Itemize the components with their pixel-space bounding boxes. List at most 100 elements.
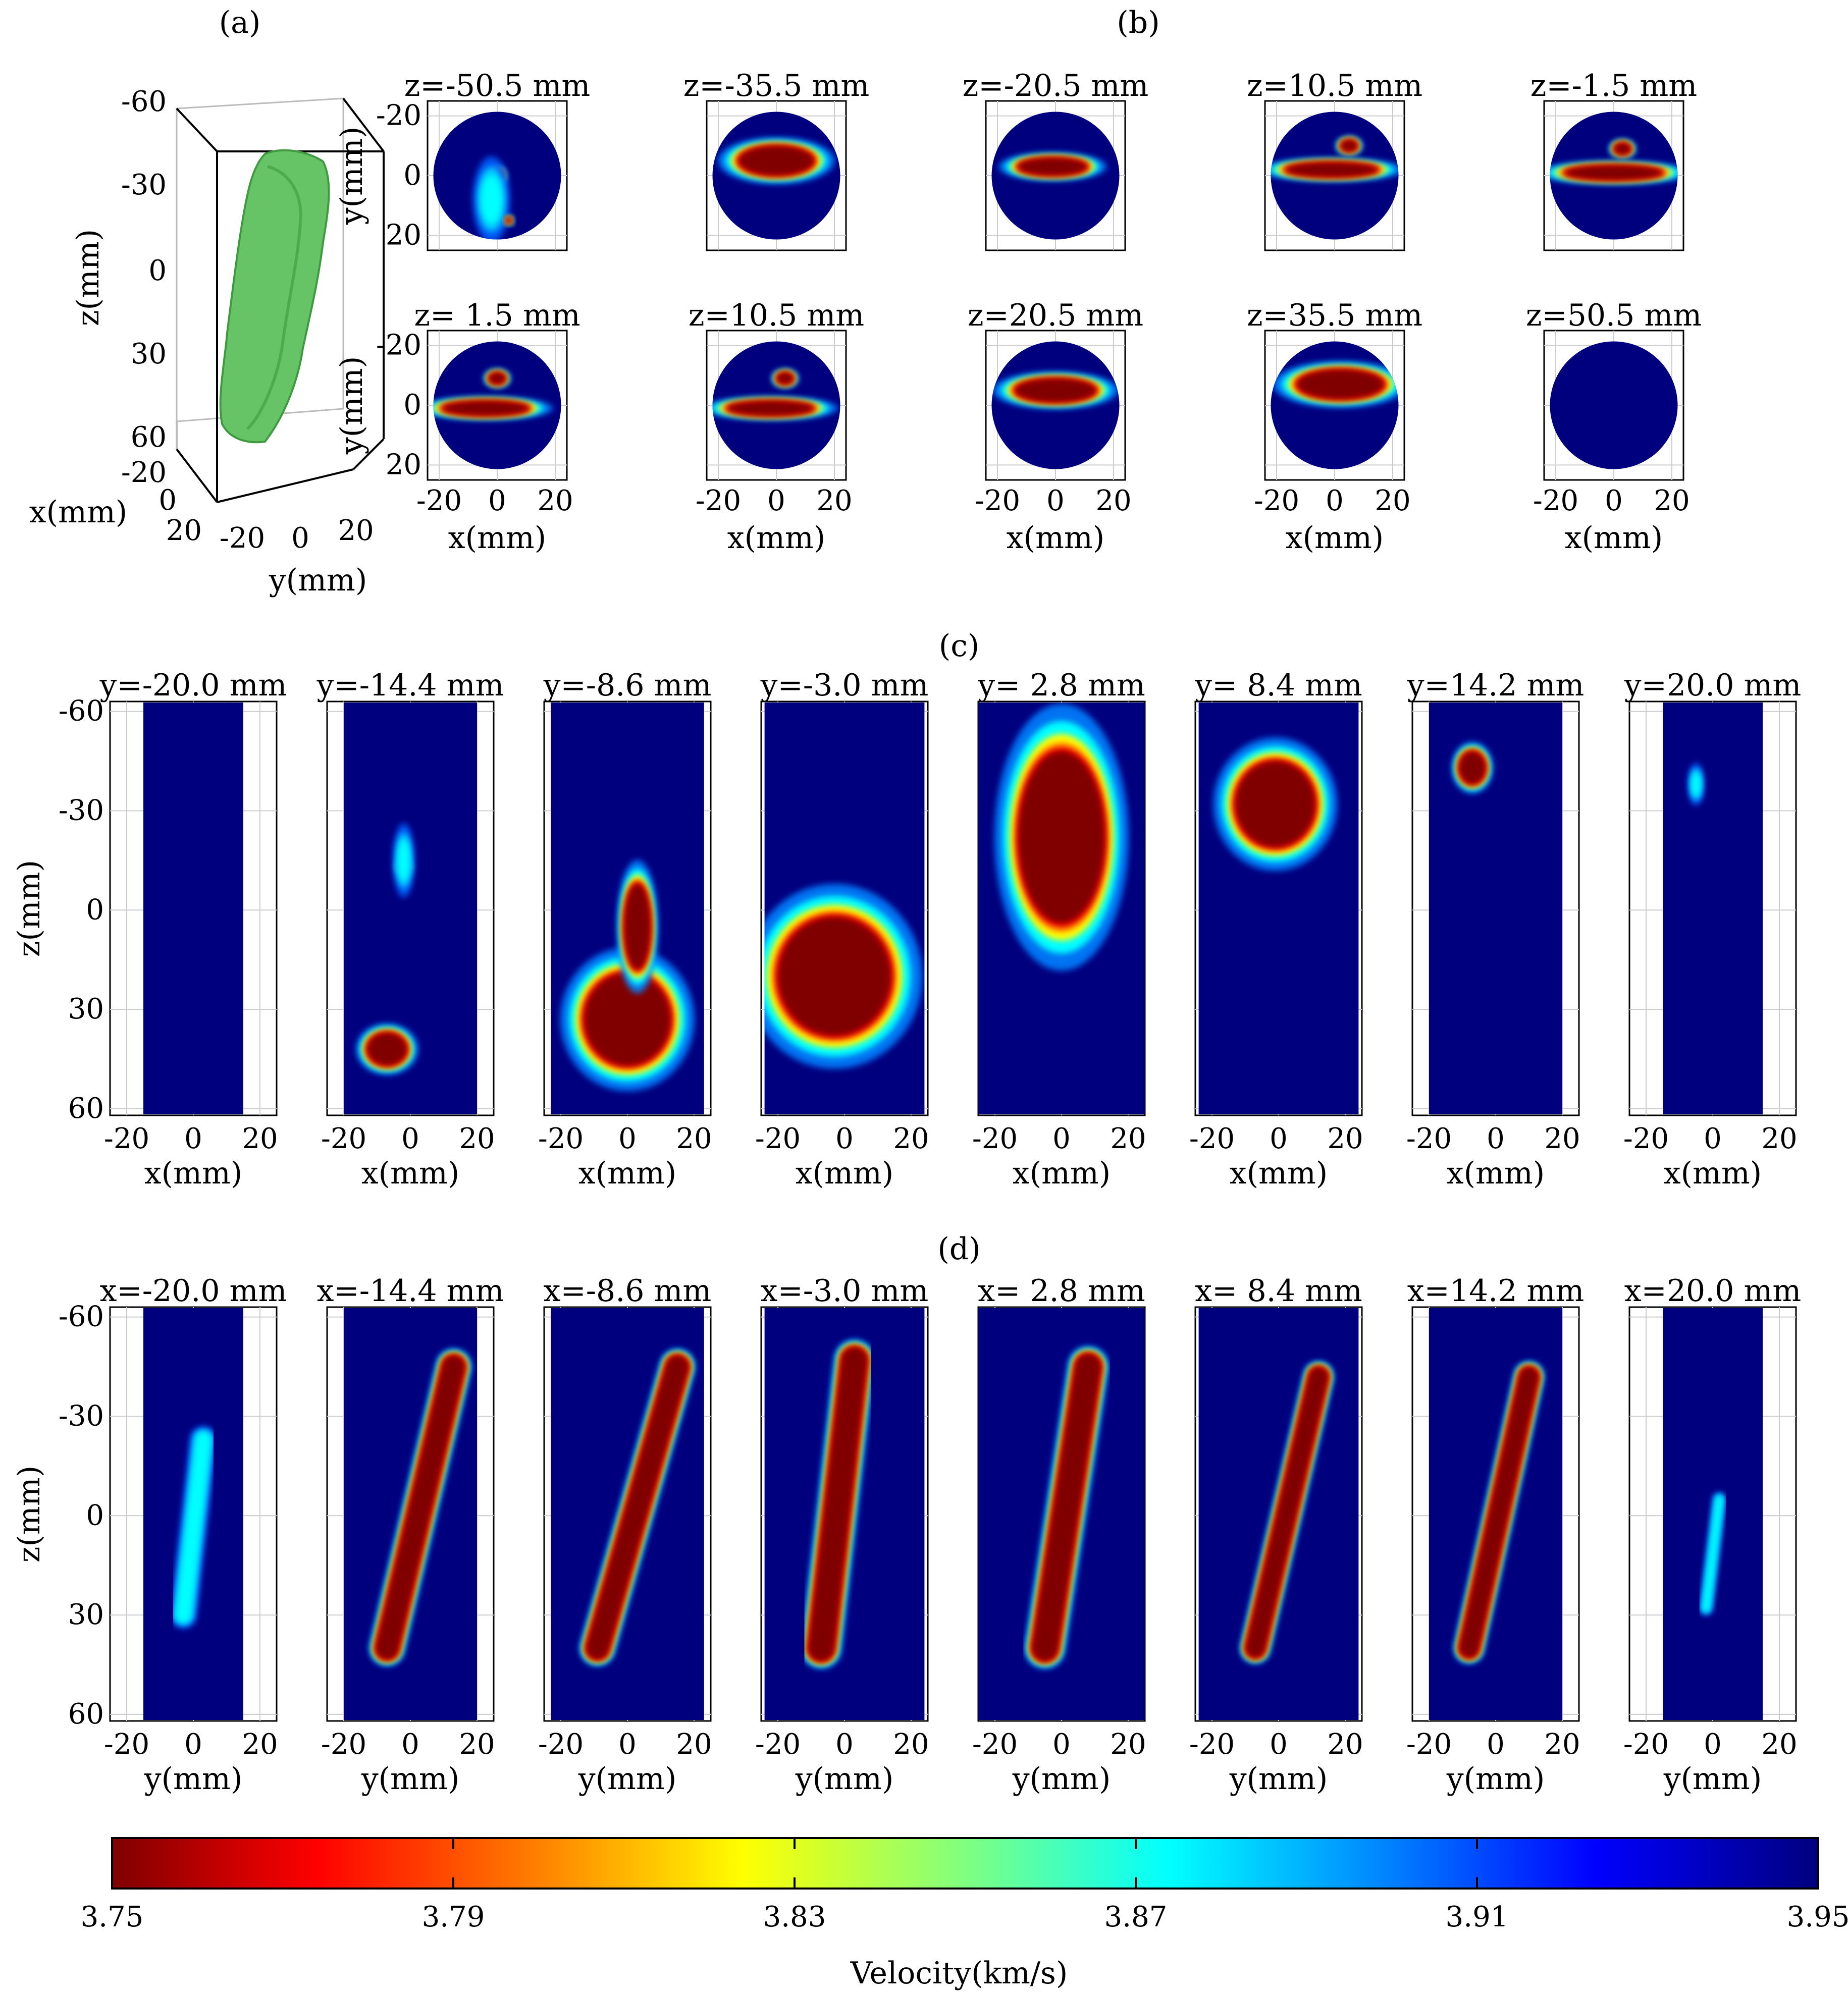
slice-plot: z=-20.5 mm bbox=[963, 68, 1149, 251]
x-tick-label: 20 bbox=[1544, 1728, 1580, 1761]
y-tick-label: 30 bbox=[68, 993, 104, 1026]
model-cross-section bbox=[1663, 703, 1763, 1114]
slice-plot: y=-14.4 mm -20 0 20x(mm) bbox=[316, 668, 504, 1191]
slice-title: z= 1.5 mm bbox=[414, 298, 580, 333]
slice-plot: y= 8.4 mm -20 0 20x(mm) bbox=[1189, 668, 1363, 1191]
x-tick-label: 0 bbox=[618, 1728, 637, 1761]
y-tick-label: -20 bbox=[376, 329, 421, 362]
slice-plot: y= 2.8 mm -20 0 20x(mm) bbox=[972, 668, 1146, 1191]
x-axis-label: x(mm) bbox=[1565, 520, 1663, 556]
slice-title: x=-8.6 mm bbox=[544, 1273, 712, 1309]
x-tick-label: 20 bbox=[1110, 1728, 1146, 1761]
anomaly-group bbox=[579, 1349, 696, 1666]
anomaly-streak bbox=[586, 1355, 690, 1660]
slice-plot: x=-3.0 mm -20 0 20y(mm) bbox=[755, 1273, 929, 1797]
slice-plot: y=-20.0 mm -20 0 20x(mm) -60 -30 0 30 60 z(mm) bbox=[12, 668, 287, 1191]
slice-plot: z=50.5 mm -20 0 20x(mm) bbox=[1526, 298, 1702, 556]
slice-title: z=10.5 mm bbox=[1247, 68, 1422, 103]
y-tick-label: -30 bbox=[59, 1399, 104, 1432]
slice-title: y=-14.4 mm bbox=[316, 668, 504, 703]
x-axis-label: x(mm) bbox=[144, 1156, 242, 1191]
x-tick-label: -20 bbox=[755, 1122, 801, 1155]
x-tick-label: -20 bbox=[972, 1728, 1018, 1761]
slice-title: x=20.0 mm bbox=[1624, 1273, 1802, 1309]
y-tick-label: 0 bbox=[403, 389, 421, 421]
x-tick-label: 0 bbox=[1052, 1728, 1071, 1761]
y-tick-label: 60 bbox=[68, 1698, 104, 1731]
slice-plot: x=14.2 mm -20 0 20y(mm) bbox=[1406, 1273, 1584, 1797]
z-axis: -60 -30 0 30 60 z(mm) bbox=[71, 85, 167, 454]
slice-title: z=-20.5 mm bbox=[963, 68, 1149, 103]
anomaly-group bbox=[1213, 737, 1338, 871]
x-tick-label: 20 bbox=[1327, 1122, 1363, 1155]
x-axis-label: x(mm) bbox=[448, 520, 546, 556]
colorbar-tick-label: 3.87 bbox=[1104, 1901, 1168, 1933]
x-tick-label: -20 bbox=[696, 484, 741, 517]
anomaly-streak bbox=[1031, 1353, 1102, 1662]
x-tick-label: 0 bbox=[835, 1122, 854, 1155]
slice-plot: z=10.5 mm -20 0 20x(mm) bbox=[689, 298, 864, 556]
anomaly-contour bbox=[727, 401, 814, 416]
z-tick-label: -30 bbox=[121, 169, 167, 201]
z-tick-label: 60 bbox=[131, 421, 167, 454]
colorbar-tick-label: 3.83 bbox=[763, 1901, 826, 1933]
anomaly-contour bbox=[1015, 378, 1096, 403]
anomaly-group bbox=[472, 156, 513, 240]
slice-plot: z=-35.5 mm bbox=[683, 68, 869, 251]
anomaly-group bbox=[800, 1339, 875, 1669]
anomaly-group bbox=[1550, 139, 1678, 185]
anomaly-streak bbox=[1245, 1366, 1329, 1658]
x-tick-label: 0 bbox=[1605, 484, 1623, 517]
x-tick-label: -20 bbox=[972, 1122, 1018, 1155]
x-axis-label: x(mm) bbox=[727, 520, 825, 556]
slice-plot: x=-8.6 mm -20 0 20y(mm) bbox=[538, 1273, 712, 1797]
panel-c-vertical-slices: y=-20.0 mm-20 0 20x(mm)-60-3003060z(mm)y=-… bbox=[12, 668, 1801, 1191]
x-axis-label: x(mm) bbox=[1286, 520, 1384, 556]
colorbar-tick-label: 3.95 bbox=[1787, 1901, 1848, 1933]
slice-title: x=14.2 mm bbox=[1407, 1273, 1585, 1309]
x-tick-label: 20 bbox=[1654, 484, 1689, 517]
slice-title: y=-8.6 mm bbox=[543, 668, 712, 703]
x-axis-label: y(mm) bbox=[144, 1761, 243, 1797]
x-axis-label: x(mm) bbox=[361, 1156, 459, 1191]
x-tick-label: 20 bbox=[242, 1122, 278, 1155]
x-axis-label: x(mm) bbox=[1230, 1156, 1328, 1191]
x-axis-label: x(mm) bbox=[1007, 520, 1104, 556]
anomaly-group bbox=[718, 137, 835, 184]
x-tick-label: 20 bbox=[1375, 484, 1410, 517]
y-tick-label: 0 bbox=[86, 1499, 104, 1532]
x-tick-label: -20 bbox=[538, 1122, 584, 1155]
slice-plot: x= 8.4 mm -20 0 20y(mm) bbox=[1189, 1273, 1363, 1797]
anomaly-group bbox=[170, 1426, 217, 1629]
y-tick-label: 20 bbox=[338, 514, 374, 547]
anomaly-contour bbox=[506, 217, 512, 224]
slice-title: z=35.5 mm bbox=[1247, 298, 1422, 333]
colorbar-gradient bbox=[111, 1837, 1819, 1890]
x-tick-label: 0 bbox=[1270, 1122, 1288, 1155]
slice-title: y=-3.0 mm bbox=[760, 668, 929, 703]
slice-title: z=20.5 mm bbox=[968, 298, 1143, 333]
anomaly-contour bbox=[1692, 772, 1701, 796]
x-tick-label: -20 bbox=[416, 484, 462, 517]
x-axis-label: y(mm) bbox=[1012, 1761, 1111, 1797]
y-tick-label: -60 bbox=[59, 695, 104, 728]
x-axis-label: x(mm) bbox=[1013, 1156, 1111, 1191]
anomaly-contour bbox=[1614, 142, 1631, 155]
anomaly-group bbox=[1273, 361, 1399, 408]
colorbar-ticks: 3.75 3.79 3.83 3.87 3.91 3.95 bbox=[81, 1838, 1848, 1933]
anomaly-streak bbox=[176, 1432, 211, 1623]
y-tick-label: -20 bbox=[220, 522, 265, 555]
z-tick-label: 0 bbox=[148, 254, 167, 287]
x-tick-label: 0 bbox=[1046, 484, 1065, 517]
slice-plot: z=-1.5 mm bbox=[1530, 68, 1697, 251]
slice-plot: x= 2.8 mm -20 0 20y(mm) bbox=[972, 1273, 1146, 1797]
slice-title: x= 8.4 mm bbox=[1195, 1273, 1362, 1309]
anomaly-streak bbox=[375, 1355, 465, 1660]
x-tick-label: -20 bbox=[1623, 1728, 1669, 1761]
x-tick-label: 20 bbox=[1327, 1728, 1363, 1761]
y-tick-label: 60 bbox=[68, 1092, 104, 1125]
slice-plot: x=20.0 mm -20 0 20y(mm) bbox=[1623, 1273, 1801, 1797]
x-axis-label: y(mm) bbox=[1663, 1761, 1762, 1797]
y-axis-label: y(mm) bbox=[334, 127, 369, 226]
